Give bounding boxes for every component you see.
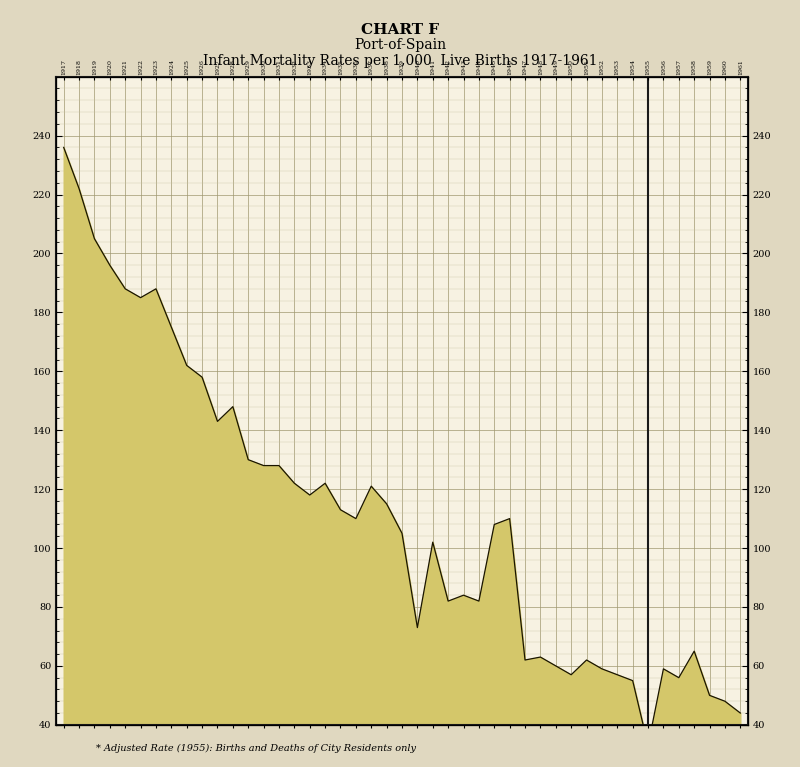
Text: Infant Mortality Rates per 1,000  Live Births 1917-1961: Infant Mortality Rates per 1,000 Live Bi…	[202, 54, 598, 67]
Text: Port-of-Spain: Port-of-Spain	[354, 38, 446, 52]
Text: CHART F: CHART F	[361, 23, 439, 37]
Text: * Adjusted Rate (1955): Births and Deaths of City Residents only: * Adjusted Rate (1955): Births and Death…	[96, 744, 416, 753]
